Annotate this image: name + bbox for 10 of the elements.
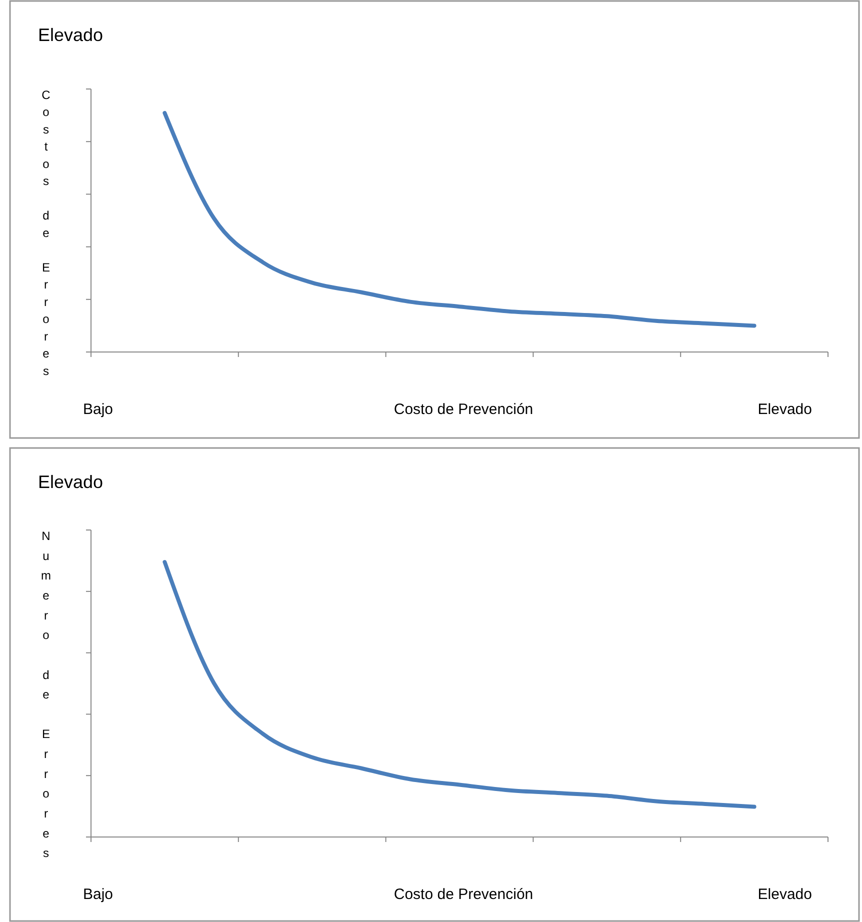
text: Elevado	[758, 401, 812, 418]
text: Bajo	[83, 401, 114, 418]
text: Costos de Errores	[42, 88, 50, 378]
chart-title: Elevado	[38, 25, 104, 45]
text: Numero de Errores	[41, 529, 51, 860]
chart-title: Elevado	[38, 472, 104, 492]
x-axis-title: Costo de Prevención	[394, 401, 534, 418]
text: Bajo	[83, 886, 114, 903]
text: Elevado	[758, 886, 812, 903]
x-axis-title: Costo de Prevención	[394, 886, 534, 903]
